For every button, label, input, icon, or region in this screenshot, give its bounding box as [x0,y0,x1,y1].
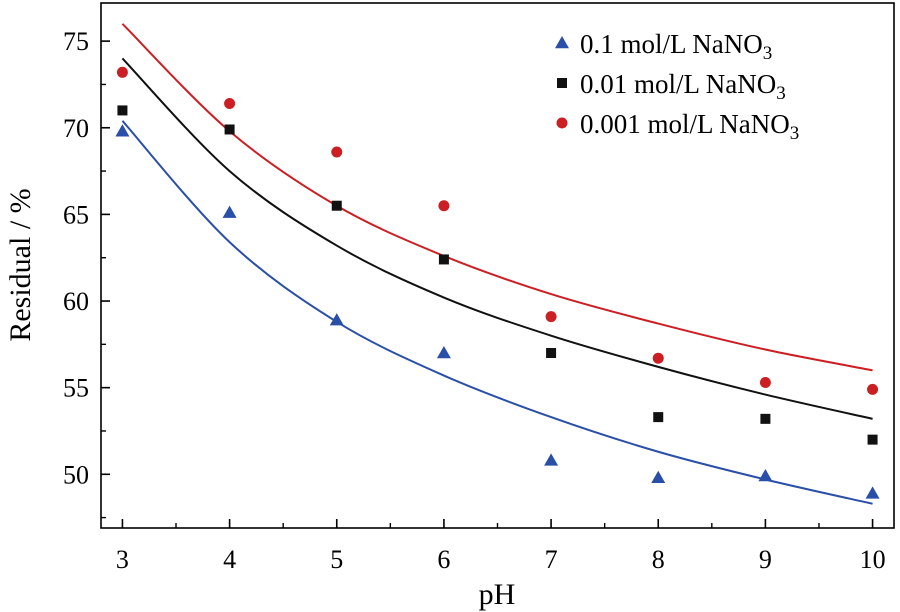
y-tick-label: 55 [63,374,89,403]
x-tick-label: 3 [116,545,129,574]
data-point-series-1 [544,453,559,466]
y-tick-label: 70 [63,114,89,143]
data-point-series-2 [117,105,128,116]
y-axis-ticks: 50 55 60 65 70 75 [63,27,110,519]
data-point-series-3 [652,352,664,364]
y-tick-label: 60 [63,287,89,316]
legend: 0.1 mol/L NaNO3 0.01 mol/L NaNO3 0.001 mol… [555,29,799,144]
fit-line-series-1 [121,120,873,505]
x-tick-label: 8 [652,545,665,574]
data-point-series-1 [115,124,130,137]
data-point-series-2 [438,254,449,265]
data-point-series-1 [651,470,666,484]
legend-label-series-1: 0.1 mol/L NaNO3 [580,29,772,64]
y-tick-label: 50 [63,460,89,489]
y-tick-label: 65 [63,200,89,229]
data-point-series-3 [545,311,557,323]
x-tick-label: 4 [223,545,236,574]
x-axis-label: pH [479,578,516,611]
y-axis-label: Residual / % [4,188,37,341]
x-axis-ticks: 3 4 5 6 7 8 9 10 [116,519,886,574]
data-point-series-3 [438,200,450,212]
data-points [115,66,880,499]
y-tick-label: 75 [63,27,89,56]
fit-line-series-2 [121,57,873,420]
legend-marker-series-2 [557,78,567,88]
data-point-series-2 [760,413,771,424]
legend-marker-series-3 [556,117,568,129]
x-tick-label: 5 [330,545,343,574]
x-tick-label: 9 [759,545,772,574]
data-point-series-3 [759,376,771,388]
data-point-series-3 [116,66,128,78]
data-point-series-2 [867,434,878,445]
data-point-series-2 [331,200,342,211]
x-tick-label: 10 [860,545,886,574]
data-point-series-1 [436,346,451,359]
data-point-series-1 [222,205,237,218]
data-point-series-1 [329,313,344,326]
data-point-series-1 [865,486,880,499]
data-point-series-2 [546,348,557,358]
data-point-series-2 [224,124,235,135]
legend-marker-series-1 [555,36,569,49]
x-tick-label: 7 [545,545,558,574]
legend-label-series-3: 0.001 mol/L NaNO3 [580,109,799,144]
data-point-series-3 [867,383,879,395]
data-point-series-3 [331,146,343,158]
legend-label-series-2: 0.01 mol/L NaNO3 [580,69,786,104]
data-point-series-3 [224,97,236,109]
data-point-series-1 [758,469,773,482]
data-point-series-2 [653,412,664,423]
x-tick-label: 6 [437,545,450,574]
